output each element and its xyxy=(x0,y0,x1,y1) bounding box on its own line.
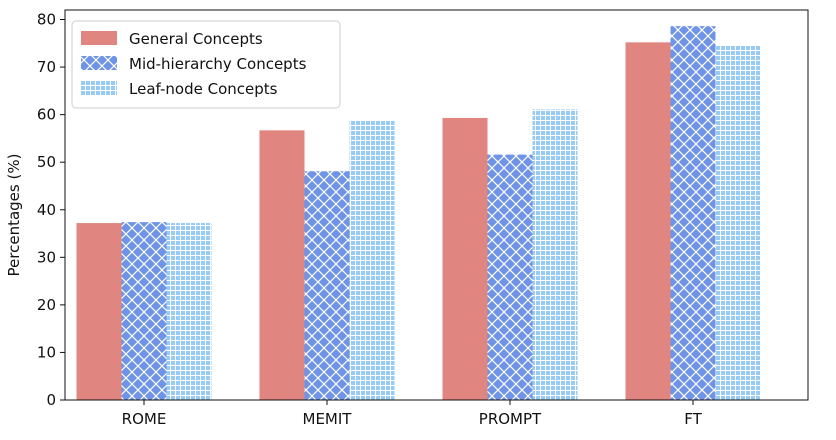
bar-ft-leaf-node-concepts xyxy=(715,45,761,401)
bar-prompt-leaf-node-concepts xyxy=(532,109,578,400)
bar-memit-leaf-node-concepts xyxy=(349,120,395,400)
bar-ft-mid-hierarchy-concepts xyxy=(670,26,716,400)
y-tick-label: 40 xyxy=(37,201,56,219)
y-tick-label: 0 xyxy=(46,391,56,409)
axes-layer xyxy=(64,9,809,401)
y-tick-label: 70 xyxy=(37,58,56,76)
y-tick-label: 60 xyxy=(37,106,56,124)
bar-memit-general-concepts xyxy=(259,130,305,400)
legend-label: General Concepts xyxy=(129,30,263,48)
bar-rome-leaf-node-concepts xyxy=(166,223,212,400)
legend-label: Mid-hierarchy Concepts xyxy=(129,55,307,73)
y-tick-label: 80 xyxy=(37,11,56,29)
x-tick-label: ROME xyxy=(122,410,167,428)
y-tick-label: 50 xyxy=(37,153,56,171)
bar-rome-mid-hierarchy-concepts xyxy=(121,222,167,400)
bar-memit-mid-hierarchy-concepts xyxy=(304,171,350,400)
x-tick-label: FT xyxy=(684,410,702,428)
legend: General Concepts Mid-hierarchy Concepts Le… xyxy=(71,20,341,109)
ticks-layer: 0 10 20 30 40 50 60 70 80 ROME MEMIT PROMPT FT xyxy=(37,11,703,428)
y-tick-label: 20 xyxy=(37,296,56,314)
x-tick-label: MEMIT xyxy=(303,410,353,428)
bar-prompt-mid-hierarchy-concepts xyxy=(487,154,533,400)
bar-ft-general-concepts xyxy=(625,42,671,401)
legend-swatch xyxy=(81,31,117,45)
y-axis-label: Percentages (%) xyxy=(5,154,23,277)
bar-rome-general-concepts xyxy=(76,223,122,400)
y-tick-label: 30 xyxy=(37,248,56,266)
legend-swatch xyxy=(81,56,117,70)
y-tick-label: 10 xyxy=(37,343,56,361)
bar-prompt-general-concepts xyxy=(442,117,488,401)
legend-box xyxy=(71,20,341,109)
bars-layer xyxy=(76,26,761,401)
legend-label: Leaf-node Concepts xyxy=(129,80,278,98)
plot-frame xyxy=(64,9,809,401)
x-tick-label: PROMPT xyxy=(479,410,542,428)
legend-swatch xyxy=(81,81,117,95)
